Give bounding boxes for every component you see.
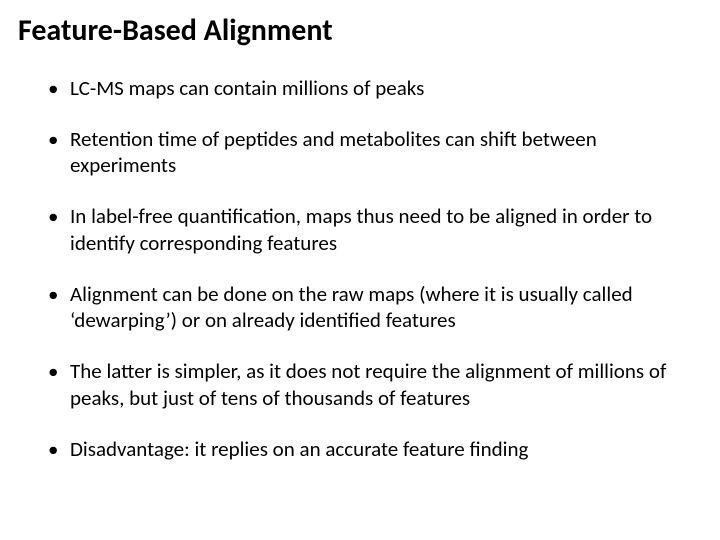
list-item: Disadvantage: it replies on an accurate …: [48, 436, 698, 462]
list-item: The latter is simpler, as it does not re…: [48, 358, 698, 411]
list-item: In label-free quantification, maps thus …: [48, 203, 698, 256]
list-item: Retention time of peptides and metabolit…: [48, 126, 698, 179]
list-item: Alignment can be done on the raw maps (w…: [48, 281, 698, 334]
bullet-list: LC-MS maps can contain millions of peaks…: [18, 75, 698, 463]
slide-title: Feature-Based Alignment: [18, 14, 698, 49]
slide: Feature-Based Alignment LC-MS maps can c…: [0, 0, 720, 540]
list-item: LC-MS maps can contain millions of peaks: [48, 75, 698, 101]
